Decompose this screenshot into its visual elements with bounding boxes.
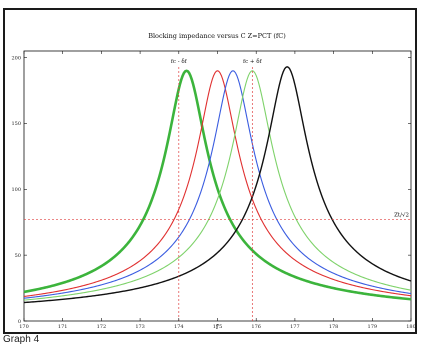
figure-caption: Graph 4 (3, 334, 40, 345)
marker-hline-label: Zt/√2 (394, 212, 409, 219)
x-tick-label-175: 175 (213, 324, 223, 330)
curve-layer (23, 66, 412, 304)
curve-5 (23, 66, 412, 304)
marker-vline-label-2: fc + δf (243, 59, 263, 65)
y-tick-label-200: 200 (11, 55, 21, 61)
curve-4 (23, 70, 412, 301)
marker-vline-label-1: fc - δf (171, 59, 188, 65)
curve-1 (23, 69, 412, 301)
curve-3 (23, 70, 412, 299)
x-tick-label-176: 176 (251, 324, 261, 330)
x-tick-label-174: 174 (174, 324, 184, 330)
curve-2 (23, 70, 412, 298)
chart-title: Blocking impedance versus C Z=PCT (fC) (148, 32, 286, 40)
chart-frame: Blocking impedance versus C Z=PCT (fC) f… (3, 8, 417, 334)
x-tick-label-180: 180 (406, 324, 415, 330)
x-tick-label-179: 179 (368, 324, 378, 330)
y-tick-label-50: 50 (15, 253, 21, 259)
y-tick-label-100: 100 (11, 187, 21, 193)
x-tick-label-178: 178 (329, 324, 339, 330)
x-tick-label-171: 171 (58, 324, 68, 330)
x-tick-label-172: 172 (97, 324, 107, 330)
x-tick-label-177: 177 (290, 324, 300, 330)
x-tick-label-173: 173 (135, 324, 145, 330)
tick-layer: 170 171 172 173 174 175 176 177 178 179 180 0 50 100 1… (11, 51, 415, 330)
x-tick-label-170: 170 (19, 324, 29, 330)
marker-layer: fc - δf fc + δf Zt/√2 (24, 59, 411, 321)
y-tick-label-0: 0 (18, 319, 21, 325)
x-axis-label: f (216, 324, 219, 331)
impedance-chart: Blocking impedance versus C Z=PCT (fC) f… (11, 32, 415, 331)
y-tick-label-150: 150 (11, 121, 21, 127)
